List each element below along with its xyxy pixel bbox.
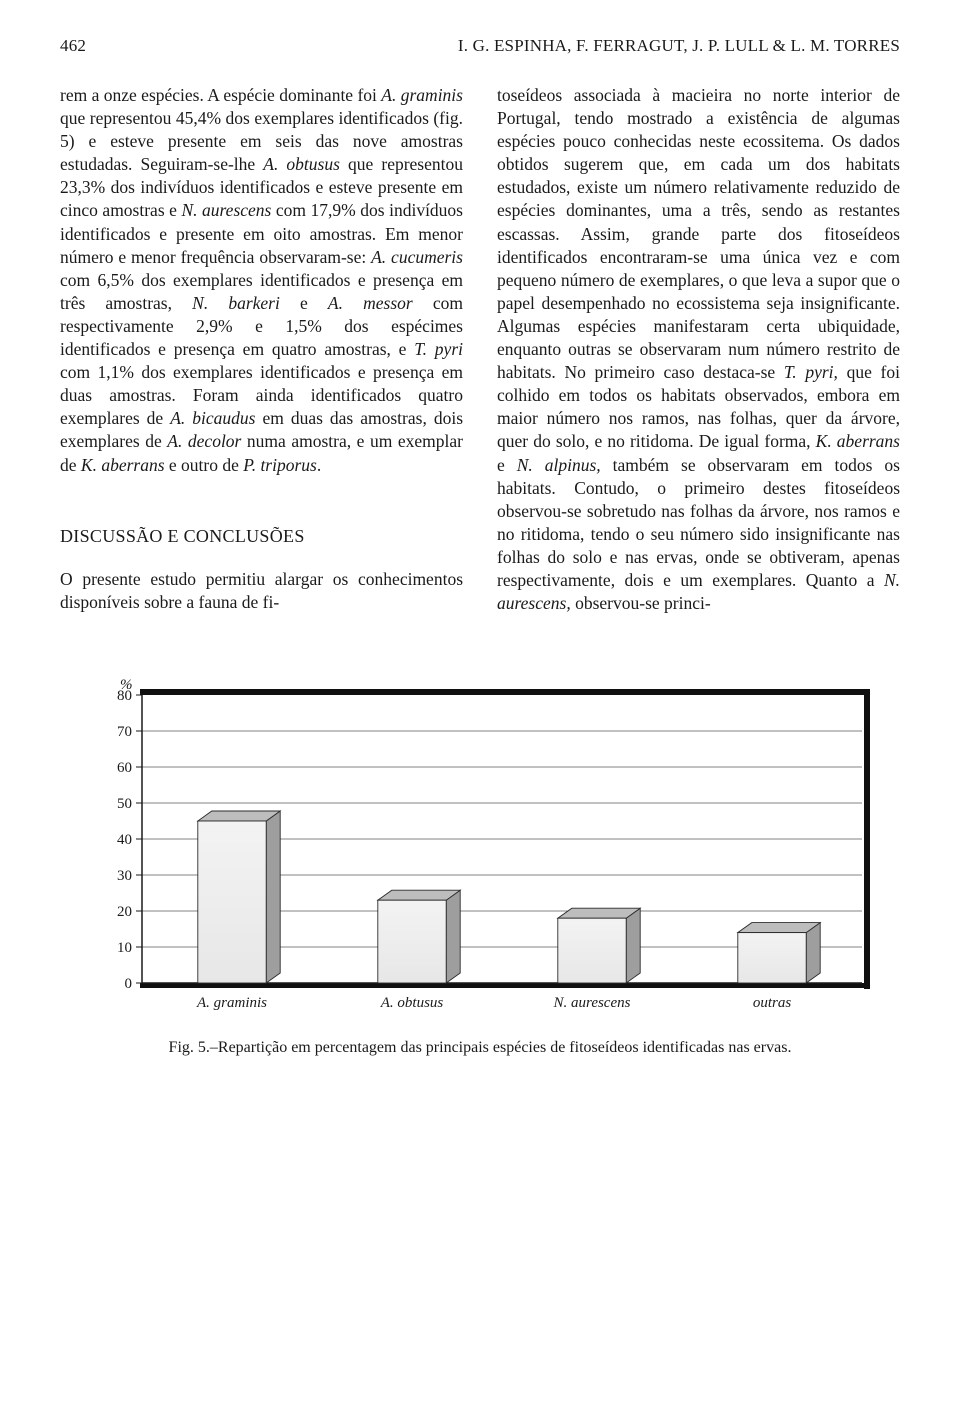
svg-text:40: 40 <box>117 832 132 848</box>
caption-text: Repartição em percentagem das principais… <box>218 1039 792 1056</box>
figure-5-chart: %01020304050607080A. graminisA. obtususN… <box>60 667 900 1027</box>
left-paragraph-2: O presente estudo permitiu alargar os co… <box>60 568 463 614</box>
left-column: rem a onze espécies. A espécie dominante… <box>60 84 463 615</box>
svg-text:A. obtusus: A. obtusus <box>380 995 444 1011</box>
svg-text:outras: outras <box>753 995 792 1011</box>
page-number: 462 <box>60 36 86 56</box>
right-column: toseídeos associada à macieira no norte … <box>497 84 900 615</box>
right-paragraph-1: toseídeos associada à macieira no norte … <box>497 84 900 615</box>
svg-text:50: 50 <box>117 796 132 812</box>
section-heading: DISCUSSÃO E CONCLUSÕES <box>60 525 463 549</box>
svg-text:10: 10 <box>117 940 132 956</box>
running-head: I. G. ESPINHA, F. FERRAGUT, J. P. LULL &… <box>458 36 900 56</box>
svg-text:70: 70 <box>117 724 132 740</box>
svg-text:20: 20 <box>117 904 132 920</box>
figure-caption: Fig. 5.–Repartição em percentagem das pr… <box>60 1039 900 1057</box>
caption-prefix: Fig. 5.– <box>169 1039 218 1056</box>
bar-chart-svg: %01020304050607080A. graminisA. obtususN… <box>70 667 890 1027</box>
page: 462 I. G. ESPINHA, F. FERRAGUT, J. P. LU… <box>0 0 960 1097</box>
svg-text:0: 0 <box>125 976 133 992</box>
running-header: 462 I. G. ESPINHA, F. FERRAGUT, J. P. LU… <box>60 36 900 56</box>
svg-text:80: 80 <box>117 688 132 704</box>
svg-text:30: 30 <box>117 868 132 884</box>
svg-text:A. graminis: A. graminis <box>196 995 267 1011</box>
left-paragraph-1: rem a onze espécies. A espécie dominante… <box>60 84 463 477</box>
svg-text:60: 60 <box>117 760 132 776</box>
two-column-body: rem a onze espécies. A espécie dominante… <box>60 84 900 615</box>
svg-text:N. aurescens: N. aurescens <box>553 995 631 1011</box>
